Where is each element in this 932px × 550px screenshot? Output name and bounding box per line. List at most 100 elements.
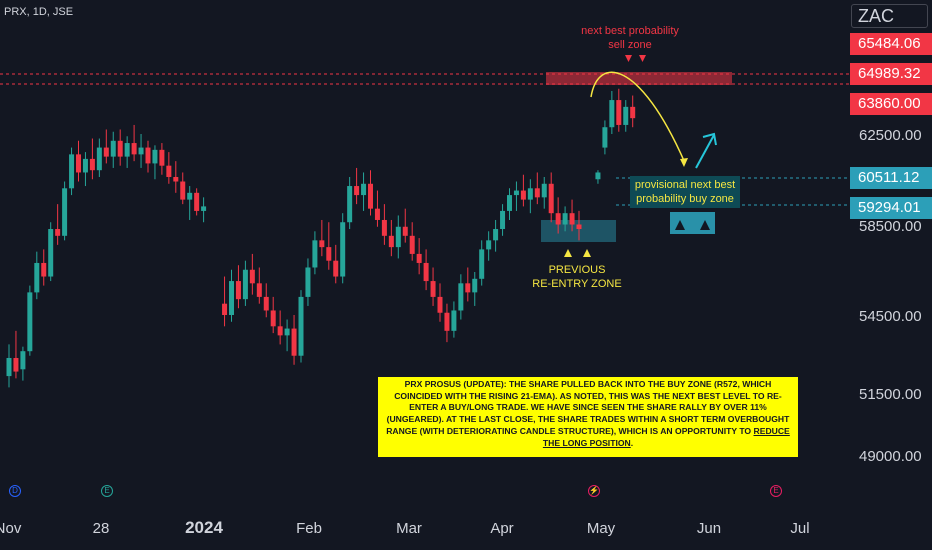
candle-body	[555, 213, 561, 225]
candle-body	[69, 154, 75, 189]
candle-body	[41, 262, 47, 277]
price-axis-label: 49000.00	[859, 448, 922, 465]
sell-zone-label-line1: next best probability	[581, 25, 679, 37]
candle-body	[55, 229, 61, 236]
candle-body	[312, 240, 318, 268]
reentry-zone-label: PREVIOUS RE-ENTRY ZONE	[522, 263, 632, 291]
candle-body	[117, 140, 123, 157]
candle-body	[326, 247, 332, 261]
time-axis-label: Jul	[790, 520, 809, 537]
candle-body	[451, 310, 457, 331]
candle-body	[180, 181, 186, 200]
candle-body	[131, 143, 137, 155]
candle-body	[270, 310, 276, 327]
candle-body	[333, 260, 339, 277]
candle-body	[562, 213, 568, 225]
candle-body	[340, 222, 346, 277]
candle-body	[145, 147, 151, 164]
candle-body	[423, 262, 429, 282]
sell-marker-1	[625, 55, 632, 62]
candle-body	[548, 183, 554, 214]
candle-body	[361, 183, 367, 196]
candle-body	[201, 206, 207, 211]
price-axis[interactable]: 62500.00 58500.00 54500.00 51500.00 49000.00	[859, 127, 922, 465]
reentry-zone-label-line2: RE-ENTRY ZONE	[532, 278, 622, 290]
forecast-curve-arrowhead	[680, 158, 688, 167]
candle-body	[34, 262, 40, 293]
reentry-marker-2	[583, 249, 591, 257]
candle-body	[402, 226, 408, 236]
candle-body	[166, 165, 172, 177]
candle-body	[103, 147, 109, 157]
candle-body	[381, 219, 387, 236]
time-axis-label: 2024	[185, 518, 223, 537]
candle-body	[395, 226, 401, 248]
sell-zone-box	[546, 72, 732, 85]
candle-body	[500, 210, 506, 230]
analysis-note-end: .	[630, 437, 634, 448]
candle-body	[569, 213, 575, 225]
price-axis-label: 54500.00	[859, 308, 922, 325]
candle-body	[576, 224, 582, 230]
time-axis-label: Apr	[490, 520, 513, 537]
candle-body	[13, 357, 19, 372]
price-tag-sell-top: 65484.06	[850, 33, 932, 55]
earnings-upcoming-event-icon[interactable]: E	[770, 485, 782, 497]
candle-body	[89, 158, 95, 171]
candle-body	[507, 195, 512, 211]
candle-body	[465, 283, 471, 293]
currency-selector[interactable]: ZAC	[851, 4, 928, 28]
candle-body	[534, 188, 540, 198]
buy-marker-1	[675, 220, 685, 230]
time-axis-label: Feb	[296, 520, 322, 537]
candle-body	[152, 149, 158, 164]
candle-body	[472, 278, 478, 293]
candle-body	[96, 147, 102, 171]
candle-body	[437, 296, 443, 313]
candle-body	[513, 190, 519, 196]
dividend-event-icon[interactable]: D	[9, 485, 21, 497]
symbol-title[interactable]: PRX, 1D, JSE	[4, 6, 74, 18]
candle-body	[173, 176, 179, 182]
candle-body	[409, 235, 415, 254]
time-axis-label: Nov	[0, 520, 22, 537]
candle-body	[458, 283, 464, 311]
price-tag-sell-bottom: 64989.32	[850, 63, 932, 85]
time-axis-label: May	[587, 520, 616, 537]
candle-body	[444, 312, 450, 331]
price-axis-bg	[850, 0, 932, 510]
candle-body	[62, 188, 68, 236]
earnings-event-icon[interactable]: E	[101, 485, 113, 497]
candle-body	[527, 188, 533, 200]
buy-zone-label: provisional next best probability buy zo…	[630, 176, 740, 208]
forecast-curve	[590, 71, 686, 164]
analysis-note-emphasis: REDUCE THE LONG POSITION	[542, 425, 790, 448]
candle-body	[27, 292, 33, 352]
time-axis-label: Jun	[697, 520, 721, 537]
candle-body	[416, 253, 422, 263]
candle-body	[609, 100, 615, 128]
candle-body	[110, 140, 116, 157]
candle-body	[347, 186, 353, 223]
candle-body	[256, 283, 262, 297]
rebound-arrow-head	[702, 132, 717, 146]
candle-body	[277, 326, 283, 336]
candle-body	[6, 357, 12, 377]
candle-body	[354, 186, 360, 196]
buy-zone-box	[670, 212, 715, 234]
candle-body	[138, 147, 144, 155]
candle-body	[159, 149, 165, 166]
time-axis[interactable]: Nov 28 2024 Feb Mar Apr May Jun Jul	[0, 518, 810, 537]
split-event-icon[interactable]: ⚡	[588, 485, 600, 497]
candle-body	[623, 106, 629, 125]
candle-body	[388, 235, 394, 248]
candle-body	[541, 183, 547, 198]
candle-body	[284, 328, 290, 336]
sell-marker-2	[639, 55, 646, 62]
time-axis-label: 28	[93, 520, 110, 537]
reentry-marker-1	[564, 249, 572, 257]
candle-body	[616, 100, 622, 125]
candle-body	[194, 192, 200, 211]
